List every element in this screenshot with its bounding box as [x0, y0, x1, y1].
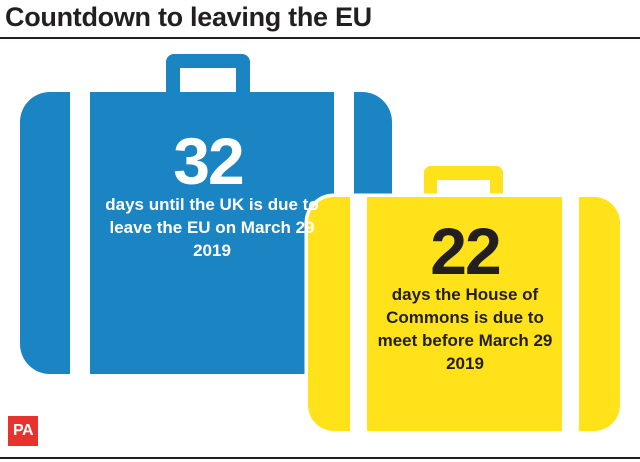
yellow-suitcase-handle — [424, 166, 503, 201]
yellow-suitcase-strap-left — [350, 197, 367, 431]
days-until-leave-caption: days until the UK is due to leave the EU… — [105, 195, 319, 260]
pa-logo: PA — [8, 416, 38, 446]
yellow-suitcase-strap-right — [562, 197, 579, 431]
commons-days-caption: days the House of Commons is due to meet… — [377, 285, 553, 373]
title-divider — [0, 37, 640, 39]
yellow-suitcase-body — [308, 197, 620, 431]
blue-suitcase-handle — [166, 54, 250, 94]
page-title: Countdown to leaving the EU — [5, 2, 372, 32]
bottom-divider — [0, 457, 640, 459]
blue-suitcase-strap-left — [70, 92, 90, 374]
days-until-leave-number: 32 — [173, 124, 244, 198]
commons-days-number: 22 — [430, 214, 501, 288]
blue-suitcase-body — [20, 92, 392, 374]
